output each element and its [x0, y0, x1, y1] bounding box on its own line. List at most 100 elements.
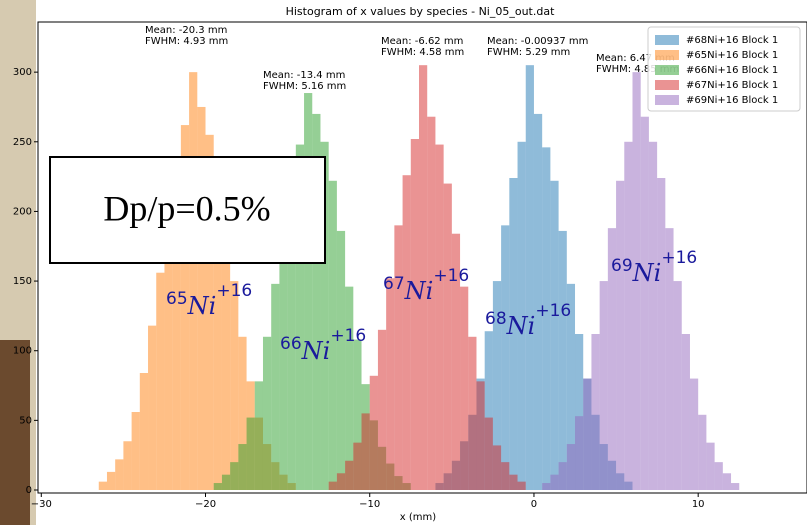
legend-swatch [655, 80, 679, 90]
legend-swatch [655, 35, 679, 45]
histogram-bar [616, 180, 625, 491]
histogram-bar [689, 378, 699, 490]
histogram-bar [525, 65, 534, 490]
histogram-bar [599, 281, 608, 490]
histogram-bar [262, 336, 272, 490]
ion-label-element: Ni [404, 277, 434, 305]
legend-label: #66Ni+16 Block 1 [686, 65, 778, 76]
fwhm-annotation: FWHM: 4.85 mm [596, 64, 679, 75]
histogram-bar [205, 134, 214, 491]
ion-label-charge: +16 [330, 326, 366, 346]
plot-frame [37, 21, 807, 494]
legend-label: #67Ni+16 Block 1 [686, 80, 778, 91]
legend-swatch [655, 95, 679, 105]
histogram-bar [377, 329, 387, 490]
histogram-bar [435, 144, 444, 491]
histogram-bar [443, 183, 452, 491]
histogram-bar [558, 230, 567, 490]
histogram-bar [566, 283, 576, 490]
x-tick-label: −20 [195, 499, 216, 510]
histogram-bar [550, 180, 559, 491]
legend-label: #69Ni+16 Block 1 [686, 95, 778, 106]
histogram-bar [369, 375, 378, 490]
ion-label-element: Ni [506, 312, 536, 340]
histogram-bar [451, 233, 461, 490]
histogram-bar [607, 228, 617, 490]
histogram-bar [460, 286, 469, 490]
ion-label-charge: +16 [661, 248, 697, 268]
histogram-bar [345, 286, 354, 490]
histogram-bar [172, 166, 181, 490]
histogram-bar [238, 444, 247, 490]
y-tick-label: 150 [13, 276, 32, 287]
ion-label-charge: +16 [535, 301, 571, 321]
histogram-bar [657, 178, 666, 490]
histogram-bar [238, 336, 247, 490]
histogram-bar [304, 93, 313, 491]
histogram-bar [131, 412, 140, 490]
histogram-bar [484, 417, 493, 490]
histogram-bar [550, 474, 559, 490]
x-tick-label: −30 [31, 499, 52, 510]
histogram-bar [287, 183, 296, 491]
histogram-bar [221, 225, 231, 490]
histogram-bar [575, 416, 584, 490]
histogram-bar [731, 483, 740, 490]
x-tick-label: 10 [692, 499, 705, 510]
histogram-bar [361, 413, 370, 490]
histogram-bar [180, 125, 190, 491]
histogram-bar [566, 444, 576, 490]
histogram-bar [98, 481, 107, 490]
x-axis-label: x (mm) [400, 512, 436, 523]
histogram-bar [640, 116, 649, 490]
legend-swatch [655, 65, 679, 75]
histogram-bar [230, 462, 239, 490]
y-tick-label: 50 [19, 415, 32, 426]
histogram-bar [698, 414, 707, 490]
histogram-bar [476, 381, 485, 490]
histogram-bar [394, 225, 403, 490]
histogram-bar [246, 417, 255, 490]
y-tick-label: 250 [13, 137, 32, 148]
histogram-bar [533, 113, 543, 490]
fwhm-annotation: FWHM: 4.93 mm [145, 36, 228, 47]
histogram-bar [624, 141, 633, 491]
histogram-bar [312, 113, 321, 490]
histogram-bar [492, 445, 502, 490]
histogram-bar [295, 144, 305, 491]
ion-label-mass: 66 [280, 334, 302, 354]
fwhm-annotation: FWHM: 4.58 mm [381, 47, 464, 58]
histogram-bar [197, 106, 206, 490]
mean-annotation: Mean: -6.62 mm [381, 36, 463, 47]
histogram-bar [139, 373, 149, 490]
mean-annotation: Mean: -20.3 mm [145, 25, 227, 36]
histogram-bar [673, 281, 682, 490]
histogram-bar [221, 474, 231, 490]
histogram-bar [419, 65, 428, 490]
histogram-bar [156, 272, 165, 490]
legend-box [647, 26, 801, 112]
histogram-bar [320, 141, 329, 491]
ion-label-mass: 68 [485, 309, 507, 329]
histogram-bar [336, 230, 346, 490]
mean-annotation: Mean: -13.4 mm [263, 70, 345, 81]
histogram-bar [427, 116, 436, 490]
slide-wood [0, 340, 30, 525]
legend-label: #65Ni+16 Block 1 [686, 50, 778, 61]
histogram-bar [501, 225, 510, 490]
annotation-box-text: Dp/p=0.5% [103, 188, 270, 228]
histogram-bar [164, 218, 173, 490]
histogram-bar [665, 228, 674, 490]
histogram-bar [468, 336, 477, 490]
ion-label-mass: 65 [166, 289, 188, 309]
histogram-bar [542, 147, 551, 490]
fwhm-annotation: FWHM: 5.29 mm [487, 47, 570, 58]
histogram-bar [648, 141, 658, 491]
histogram-bar [402, 175, 411, 490]
annotation-box [49, 156, 326, 264]
legend-label: #68Ni+16 Block 1 [686, 35, 778, 46]
histogram-bar [213, 483, 222, 490]
ion-label-element: Ni [632, 259, 662, 287]
histogram-bar [115, 459, 124, 490]
